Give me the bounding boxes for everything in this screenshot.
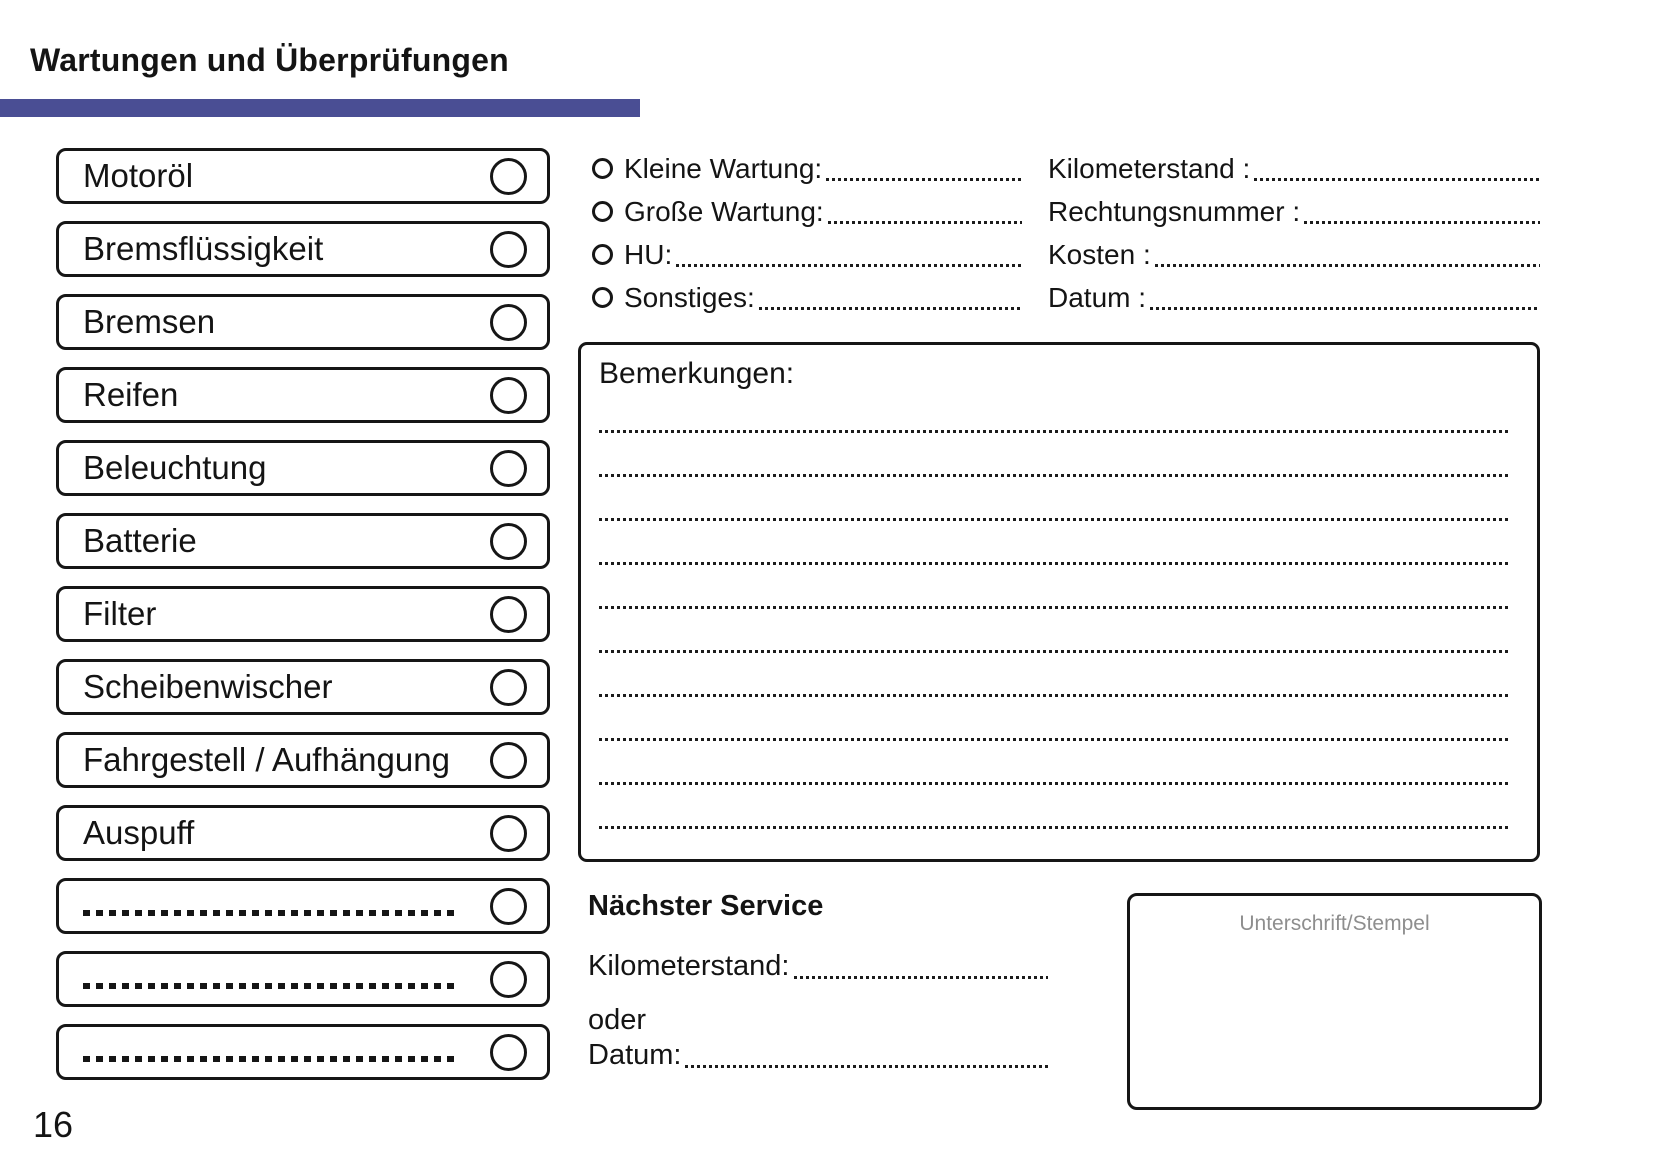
service-type-label: HU: (624, 238, 673, 270)
signature-stamp-label: Unterschrift/Stempel (1239, 912, 1430, 935)
fill-line-kosten[interactable] (1154, 264, 1540, 267)
blank-item-fill-line[interactable] (83, 983, 455, 989)
checklist-item-label: Fahrgestell / Aufhängung (83, 741, 450, 778)
fill-line-datum[interactable] (1150, 307, 1540, 310)
signature-stamp-area[interactable]: Unterschrift/Stempel (1127, 893, 1542, 1110)
remarks-fill-line[interactable] (599, 826, 1511, 829)
fill-line-hu[interactable] (676, 264, 1022, 267)
remarks-fill-line[interactable] (599, 650, 1511, 653)
field-label: Datum : (1048, 281, 1147, 313)
remarks-fill-line[interactable] (599, 430, 1511, 433)
checklist-item-label: Motoröl (83, 157, 194, 194)
field-datum: Datum : (1048, 276, 1540, 319)
checkbox-circle[interactable] (490, 303, 527, 341)
next-service-kilometerstand: Kilometerstand: (588, 944, 1048, 988)
page-title: Wartungen und Überprüfungen (30, 42, 509, 78)
fill-line-kilometerstand[interactable] (1254, 178, 1540, 181)
checkbox-circle[interactable] (490, 230, 527, 268)
fill-line-kleine-wartung[interactable] (826, 178, 1022, 181)
checklist-row-auspuff: Auspuff (56, 805, 550, 861)
page-number: 16 (33, 1104, 74, 1145)
checklist-item-label: Scheibenwischer (83, 668, 333, 705)
checkbox-circle[interactable] (490, 595, 527, 633)
checkbox-circle[interactable] (490, 960, 527, 998)
checkbox-circle[interactable] (490, 157, 527, 195)
service-type-label: Kleine Wartung: (624, 152, 823, 184)
checkbox-circle[interactable] (490, 814, 527, 852)
title-accent-bar (0, 99, 640, 117)
checklist-item-label: Filter (83, 595, 157, 632)
service-type-label: Große Wartung: (624, 195, 824, 227)
service-type-label: Sonstiges: (624, 281, 755, 313)
checkbox-circle[interactable] (490, 522, 527, 560)
next-service-or-label: oder (588, 1003, 647, 1036)
remarks-fill-line[interactable] (599, 694, 1511, 697)
checklist-row-beleuchtung: Beleuchtung (56, 440, 550, 496)
radio-kleine-wartung[interactable] (592, 158, 613, 179)
blank-item-fill-line[interactable] (83, 1056, 455, 1062)
checklist-row-blank-1 (56, 878, 550, 934)
checklist-row-blank-2 (56, 951, 550, 1007)
fill-line-next-datum[interactable] (685, 1065, 1048, 1068)
remarks-fill-line[interactable] (599, 518, 1511, 521)
checklist-item-label: Auspuff (83, 814, 195, 851)
field-kosten: Kosten : (1048, 233, 1540, 276)
checklist-row-fahrgestell-aufhaengung: Fahrgestell / Aufhängung (56, 732, 550, 788)
remarks-fill-line[interactable] (599, 562, 1511, 565)
checklist-item-label: Bremsflüssigkeit (83, 230, 324, 267)
fill-line-sonstiges[interactable] (758, 307, 1022, 310)
checklist-row-motoroel: Motoröl (56, 148, 550, 204)
field-label: Kosten : (1048, 238, 1151, 270)
checkbox-circle[interactable] (490, 376, 527, 414)
checkbox-circle[interactable] (490, 741, 527, 779)
checklist-row-batterie: Batterie (56, 513, 550, 569)
fill-line-rechtungsnummer[interactable] (1304, 221, 1540, 224)
checklist-row-bremsfluessigkeit: Bremsflüssigkeit (56, 221, 550, 277)
checkbox-circle[interactable] (490, 887, 527, 925)
service-details: Kilometerstand : Rechtungsnummer : Koste… (1048, 147, 1540, 319)
field-kilometerstand: Kilometerstand : (1048, 147, 1540, 190)
checklist-row-scheibenwischer: Scheibenwischer (56, 659, 550, 715)
field-label: Rechtungsnummer : (1048, 195, 1301, 227)
remarks-fill-line[interactable] (599, 782, 1511, 785)
service-type-row-kleine-wartung: Kleine Wartung: (592, 147, 1022, 190)
field-label: Kilometerstand : (1048, 152, 1251, 184)
remarks-fill-line[interactable] (599, 738, 1511, 741)
service-type-row-grosse-wartung: Große Wartung: (592, 190, 1022, 233)
fill-line-next-kilometerstand[interactable] (793, 976, 1048, 979)
checklist-item-label: Beleuchtung (83, 449, 267, 486)
checkbox-circle[interactable] (490, 1033, 527, 1071)
remarks-fill-line[interactable] (599, 606, 1511, 609)
checkbox-circle[interactable] (490, 668, 527, 706)
blank-item-fill-line[interactable] (83, 910, 455, 916)
checklist-row-bremsen: Bremsen (56, 294, 550, 350)
field-label: Datum: (588, 1038, 682, 1071)
next-service-datum: Datum: (588, 1033, 1048, 1077)
radio-hu[interactable] (592, 244, 613, 265)
fill-line-grosse-wartung[interactable] (827, 221, 1022, 224)
checklist-row-blank-3 (56, 1024, 550, 1080)
service-type-row-hu: HU: (592, 233, 1022, 276)
service-type-row-sonstiges: Sonstiges: (592, 276, 1022, 319)
checkbox-circle[interactable] (490, 449, 527, 487)
checklist-item-label: Batterie (83, 522, 197, 559)
next-service-title: Nächster Service (588, 890, 824, 922)
field-rechtungsnummer: Rechtungsnummer : (1048, 190, 1540, 233)
checklist-item-label: Bremsen (83, 303, 216, 340)
remarks-title: Bemerkungen: (599, 357, 795, 390)
radio-sonstiges[interactable] (592, 287, 613, 308)
checklist-row-filter: Filter (56, 586, 550, 642)
maintenance-checklist: Motoröl Bremsflüssigkeit Bremsen Reifen … (56, 148, 550, 1097)
remarks-box: Bemerkungen: (578, 342, 1540, 862)
remarks-lines (599, 430, 1511, 870)
service-type-options: Kleine Wartung: Große Wartung: HU: Sonst… (592, 147, 1022, 319)
radio-grosse-wartung[interactable] (592, 201, 613, 222)
checklist-item-label: Reifen (83, 376, 179, 413)
field-label: Kilometerstand: (588, 949, 790, 982)
checklist-row-reifen: Reifen (56, 367, 550, 423)
remarks-fill-line[interactable] (599, 474, 1511, 477)
